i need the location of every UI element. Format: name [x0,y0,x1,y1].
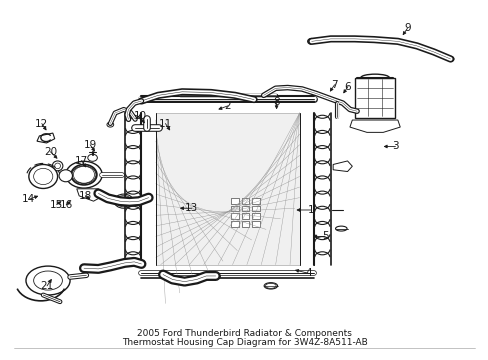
Text: 18: 18 [79,191,92,201]
Ellipse shape [29,165,58,189]
Text: 20: 20 [44,147,57,157]
Bar [241,213,249,219]
Text: 2005 Ford Thunderbird Radiator & Components: 2005 Ford Thunderbird Radiator & Compone… [137,329,351,338]
Text: 10: 10 [133,112,146,121]
Bar [231,198,238,203]
Circle shape [107,122,113,127]
Text: 2: 2 [224,101,230,111]
Text: 4: 4 [305,269,312,279]
Bar [252,221,260,227]
Polygon shape [349,120,399,132]
Circle shape [72,166,96,184]
Text: 6: 6 [344,81,350,91]
Text: 9: 9 [403,23,410,33]
Text: 5: 5 [321,231,327,242]
Polygon shape [332,161,351,171]
Text: 12: 12 [35,118,48,129]
Text: 14: 14 [22,194,36,204]
Text: 3: 3 [391,141,398,152]
Bar [231,221,238,227]
Ellipse shape [52,161,63,171]
Ellipse shape [264,283,277,289]
Bar [354,78,395,118]
Ellipse shape [34,271,62,290]
Text: 15: 15 [50,200,63,210]
Ellipse shape [34,168,53,185]
Bar [241,206,249,211]
Ellipse shape [26,266,70,295]
Bar [231,206,238,211]
Text: 17: 17 [75,156,88,166]
Ellipse shape [59,170,72,182]
Text: 7: 7 [330,80,337,90]
Circle shape [88,154,97,161]
Text: 13: 13 [185,203,198,213]
Polygon shape [37,133,55,143]
Bar [231,213,238,219]
Ellipse shape [55,163,61,169]
Bar [241,221,249,227]
Text: 21: 21 [41,281,54,291]
Polygon shape [77,189,103,201]
Text: 11: 11 [159,118,172,129]
Bar [252,206,260,211]
Text: 19: 19 [83,140,97,150]
Bar [252,213,260,219]
Bar [156,113,299,265]
Circle shape [65,161,102,188]
Text: 1: 1 [306,205,313,215]
Ellipse shape [335,226,346,231]
Bar [241,198,249,203]
Text: Thermostat Housing Cap Diagram for 3W4Z-8A511-AB: Thermostat Housing Cap Diagram for 3W4Z-… [122,338,366,347]
Bar [252,198,260,203]
Text: 8: 8 [273,98,279,107]
Text: 16: 16 [60,200,73,210]
